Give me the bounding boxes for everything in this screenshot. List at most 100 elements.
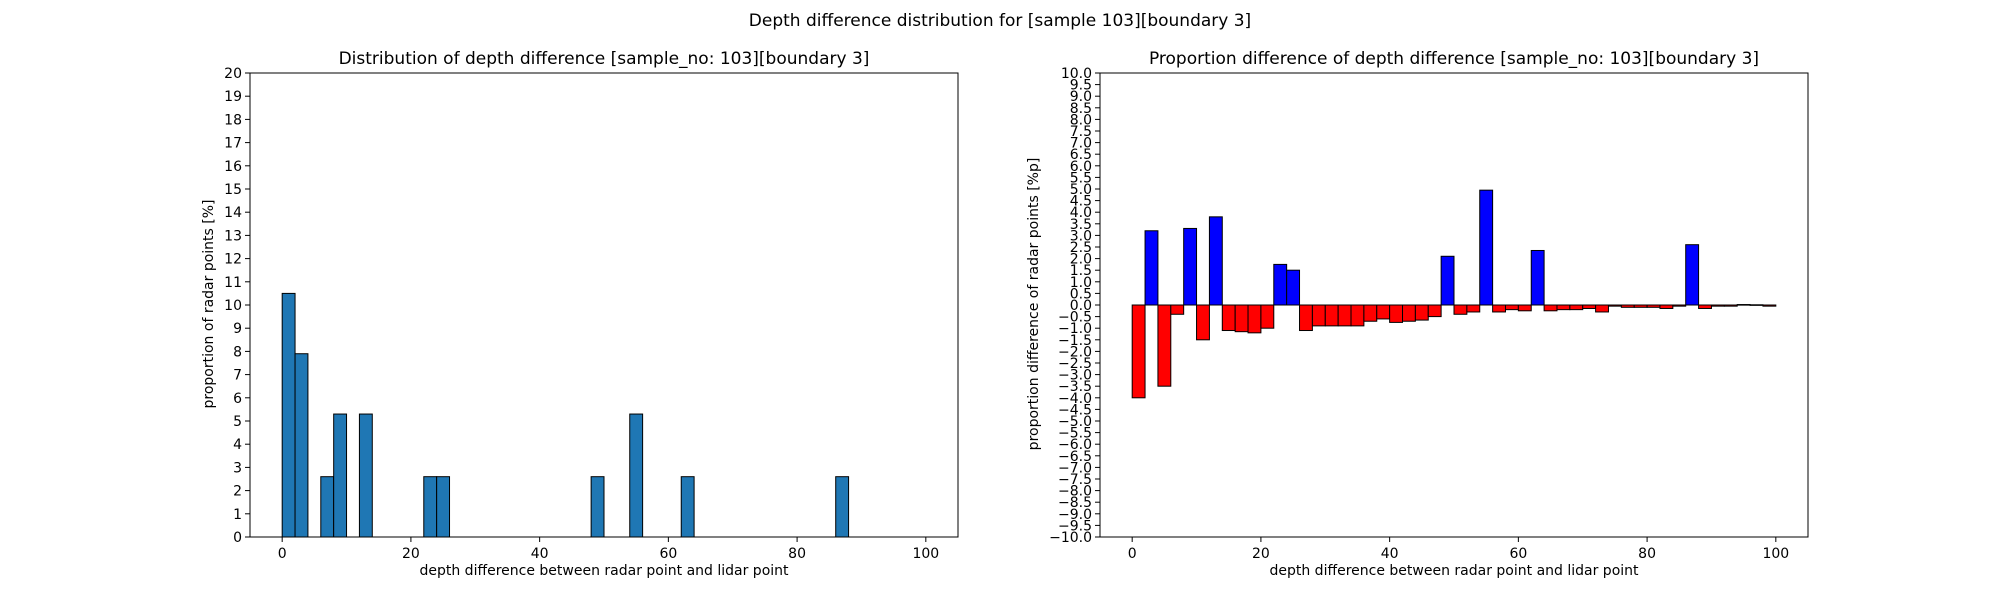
right-bar — [1504, 304, 1519, 311]
right-bar — [1569, 304, 1584, 311]
left-bar — [629, 413, 644, 538]
right-ytick-label: 4.5 — [1070, 194, 1092, 210]
right-xtick-label: 40 — [1381, 546, 1399, 562]
right-bar — [1376, 304, 1391, 320]
left-bar — [294, 353, 309, 538]
chart-right-yticks: 10.09.59.08.58.07.57.06.56.05.55.04.54.0… — [1049, 66, 1100, 546]
right-bar — [1595, 304, 1609, 313]
right-bar — [1466, 304, 1481, 313]
chart-right-bars — [1131, 189, 1777, 399]
right-ytick-label: 0.5 — [1070, 286, 1092, 302]
chart-right-frame — [1099, 72, 1809, 538]
right-ytick-label: 2.0 — [1070, 252, 1092, 268]
right-ytick-label: 3.5 — [1070, 217, 1092, 233]
right-bar — [1247, 304, 1262, 334]
right-xtick-label: 0 — [1128, 546, 1137, 562]
left-ytick-label: 9 — [233, 321, 242, 337]
right-xtick-label: 80 — [1638, 546, 1656, 562]
left-ytick-label: 10 — [224, 298, 242, 314]
left-ytick-label: 19 — [224, 89, 242, 105]
right-bar — [1556, 304, 1571, 311]
left-bar — [436, 476, 451, 538]
left-xtick-label: 60 — [659, 546, 677, 562]
right-bar — [1479, 189, 1494, 306]
left-ytick-label: 6 — [233, 391, 242, 407]
right-ytick-label: −9.0 — [1058, 507, 1092, 523]
right-ytick-label: −8.0 — [1058, 484, 1092, 500]
chart-left-xticks: 0 20 40 60 80 100 — [278, 537, 939, 562]
right-bar — [1183, 227, 1198, 306]
left-ytick-label: 20 — [224, 66, 242, 82]
right-bar — [1286, 269, 1301, 306]
right-bar — [1221, 304, 1236, 332]
right-ytick-label: 10.0 — [1061, 66, 1092, 82]
left-ytick-label: 4 — [233, 437, 242, 453]
right-bar — [1337, 304, 1352, 327]
right-bar — [1350, 304, 1365, 327]
left-bar — [333, 413, 348, 538]
right-xtick-label: 20 — [1252, 546, 1270, 562]
right-bar — [1723, 304, 1738, 307]
chart-left-frame — [249, 72, 959, 538]
right-ytick-label: −5.5 — [1058, 426, 1092, 442]
right-bar — [1620, 304, 1635, 308]
right-ytick-label: −4.5 — [1058, 402, 1092, 418]
right-bar — [1402, 304, 1416, 322]
right-ytick-label: −2.5 — [1058, 356, 1092, 372]
chart-left-xlabel: depth difference between radar point and… — [419, 563, 789, 579]
right-bar — [1530, 249, 1545, 306]
right-ytick-label: 3.0 — [1070, 228, 1092, 244]
right-bar — [1324, 304, 1339, 327]
right-ytick-label: −3.0 — [1058, 368, 1092, 384]
chart-right-ylabel: proportion difference of radar points [%… — [1026, 158, 1042, 451]
left-ytick-label: 16 — [224, 159, 242, 175]
right-ytick-label: 2.5 — [1070, 240, 1092, 256]
left-ytick-label: 5 — [233, 414, 242, 430]
right-ytick-label: −6.5 — [1058, 449, 1092, 465]
chart-right-xlabel: depth difference between radar point and… — [1269, 563, 1639, 579]
right-bar — [1646, 304, 1661, 308]
right-ytick-label: −10.0 — [1049, 530, 1092, 546]
right-bar — [1131, 304, 1146, 399]
left-bar — [320, 476, 335, 538]
right-bar — [1698, 304, 1712, 309]
right-ytick-label: −1.5 — [1058, 333, 1092, 349]
right-ytick-label: 6.0 — [1070, 159, 1092, 175]
chart-left-title: Distribution of depth difference [sample… — [339, 49, 870, 69]
left-xtick-label: 100 — [912, 546, 939, 562]
right-bar — [1363, 304, 1378, 322]
right-bar — [1492, 304, 1506, 313]
right-ytick-label: −1.0 — [1058, 321, 1092, 337]
left-ytick-label: 3 — [233, 460, 242, 476]
right-ytick-label: −0.5 — [1058, 310, 1092, 326]
right-ytick-label: −7.5 — [1058, 472, 1092, 488]
right-bar — [1427, 304, 1442, 318]
right-ytick-label: 1.5 — [1070, 263, 1092, 279]
left-ytick-label: 12 — [224, 252, 242, 268]
right-ytick-label: −7.0 — [1058, 460, 1092, 476]
right-bar — [1685, 244, 1700, 306]
right-bar — [1260, 304, 1275, 329]
right-ytick-label: 6.5 — [1070, 147, 1092, 163]
right-bar — [1208, 216, 1223, 306]
right-bar — [1453, 304, 1468, 315]
right-ytick-label: −4.0 — [1058, 391, 1092, 407]
left-bar — [835, 476, 850, 538]
chart-right-title: Proportion difference of depth differenc… — [1149, 49, 1759, 69]
left-xtick-label: 0 — [278, 546, 287, 562]
right-bar — [1607, 304, 1622, 307]
right-bar — [1196, 304, 1210, 341]
right-ytick-label: −6.0 — [1058, 437, 1092, 453]
right-bar — [1414, 304, 1429, 321]
right-ytick-label: 5.5 — [1070, 170, 1092, 186]
right-bar — [1762, 304, 1777, 307]
right-bar — [1440, 255, 1455, 306]
left-ytick-label: 1 — [233, 507, 242, 523]
left-xtick-label: 20 — [402, 546, 420, 562]
chart-left-ylabel: proportion of radar points [%] — [201, 199, 217, 408]
right-bar — [1299, 304, 1313, 332]
figure-suptitle: Depth difference distribution for [sampl… — [749, 11, 1251, 31]
left-ytick-label: 8 — [233, 344, 242, 360]
